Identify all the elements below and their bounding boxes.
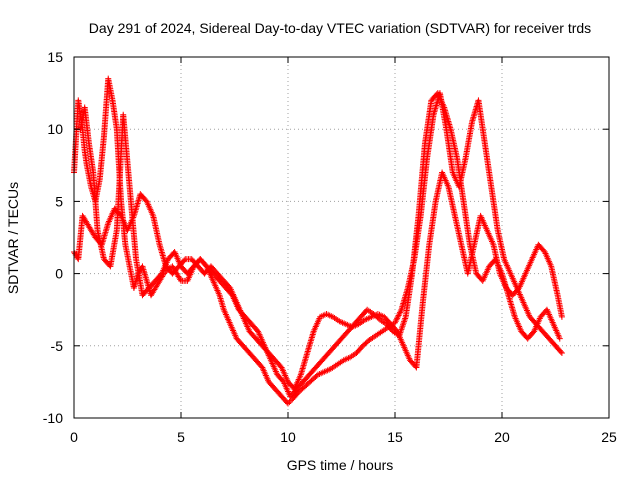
data-point-fill (396, 309, 403, 316)
x-tick-label: 25 (601, 429, 617, 445)
data-point (556, 335, 563, 342)
data-point (558, 313, 565, 320)
y-tick-label: -10 (43, 410, 63, 426)
x-tick-label: 15 (387, 429, 403, 445)
data-point-fill (394, 315, 401, 322)
data-point-fill (396, 311, 403, 318)
y-tick-label: 15 (47, 49, 63, 65)
data-point-fill (557, 348, 564, 355)
series-trds (71, 75, 565, 407)
data-point (392, 319, 398, 326)
track-3 (77, 90, 563, 400)
x-tick-label: 5 (177, 429, 185, 445)
y-tick-label: 5 (55, 193, 63, 209)
data-point-fill (397, 308, 404, 315)
x-tick-label: 20 (494, 429, 510, 445)
x-axis-label: GPS time / hours (287, 457, 394, 473)
data-point-fill (395, 312, 402, 319)
axis-ticks: 0 5 10 15 20 25 -10 -5 0 5 10 15 (43, 49, 617, 445)
data-point-fill (286, 399, 293, 406)
data-point-fill (394, 313, 401, 320)
data-point-fill (393, 316, 400, 323)
data-point-fill (181, 257, 188, 264)
y-axis-label: SDTVAR / TECUs (5, 182, 21, 294)
y-tick-label: 0 (55, 266, 63, 282)
y-tick-label: -5 (51, 338, 64, 354)
x-tick-label: 10 (280, 429, 296, 445)
data-point (558, 350, 565, 357)
plot-frame (73, 56, 610, 419)
x-tick-label: 0 (70, 429, 78, 445)
grid-lines (74, 57, 609, 418)
chart-title: Day 291 of 2024, Sidereal Day-to-day VTE… (89, 20, 591, 36)
track-2 (71, 169, 565, 393)
y-tick-label: 10 (47, 121, 63, 137)
data-point (285, 400, 291, 407)
data-point-fill (392, 318, 399, 325)
